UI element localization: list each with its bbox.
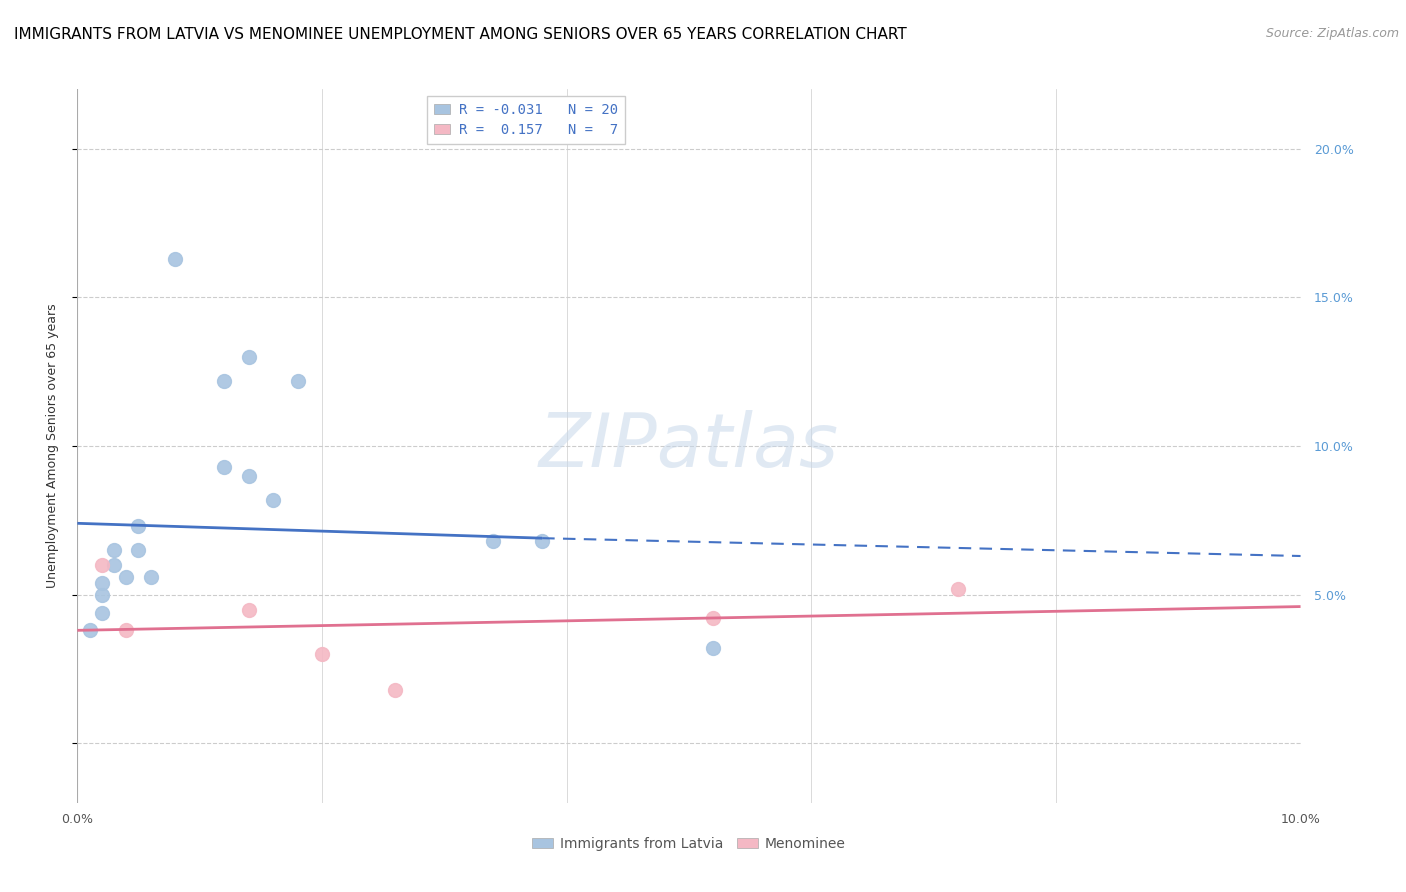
Text: IMMIGRANTS FROM LATVIA VS MENOMINEE UNEMPLOYMENT AMONG SENIORS OVER 65 YEARS COR: IMMIGRANTS FROM LATVIA VS MENOMINEE UNEM… xyxy=(14,27,907,42)
Point xyxy=(531,534,554,549)
Point xyxy=(238,350,260,364)
Point xyxy=(90,558,112,572)
Point xyxy=(262,492,284,507)
Point xyxy=(702,641,724,656)
Point xyxy=(165,252,187,266)
Point xyxy=(139,570,162,584)
Point xyxy=(212,459,235,474)
Point xyxy=(128,519,150,533)
Point xyxy=(702,611,724,625)
Text: Source: ZipAtlas.com: Source: ZipAtlas.com xyxy=(1265,27,1399,40)
Point xyxy=(103,558,125,572)
Point xyxy=(311,647,333,661)
Point xyxy=(115,624,138,638)
Point xyxy=(946,582,969,596)
Text: ZIPatlas: ZIPatlas xyxy=(538,410,839,482)
Point xyxy=(90,606,112,620)
Point xyxy=(90,575,112,590)
Point xyxy=(238,468,260,483)
Point xyxy=(90,588,112,602)
Point xyxy=(287,374,309,388)
Point xyxy=(482,534,505,549)
Point xyxy=(238,602,260,616)
Point xyxy=(115,570,138,584)
Point xyxy=(212,374,235,388)
Y-axis label: Unemployment Among Seniors over 65 years: Unemployment Among Seniors over 65 years xyxy=(46,303,59,589)
Legend: Immigrants from Latvia, Menominee: Immigrants from Latvia, Menominee xyxy=(526,831,852,856)
Point xyxy=(384,682,406,697)
Point xyxy=(103,543,125,558)
Point xyxy=(79,624,101,638)
Point xyxy=(128,543,150,558)
